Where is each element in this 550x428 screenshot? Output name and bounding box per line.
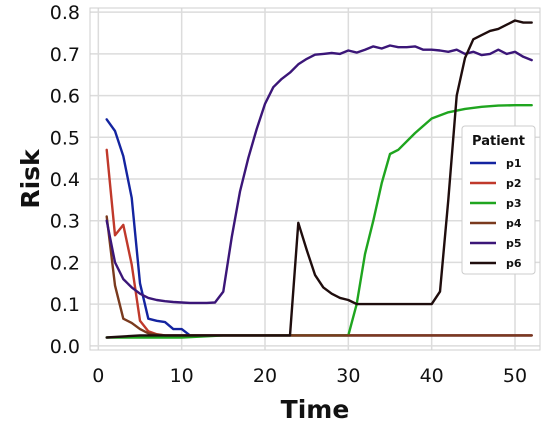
y-tick-label: 0.4 xyxy=(50,169,80,191)
y-tick-label: 0.2 xyxy=(50,252,80,274)
legend-label: p3 xyxy=(506,197,522,210)
plot-area-frame xyxy=(89,7,541,351)
legend-item-p4: p4 xyxy=(470,217,522,230)
y-tick-label: 0.5 xyxy=(50,127,80,149)
x-tick-labels: 0 10 20 30 40 50 xyxy=(92,365,527,387)
x-axis-title: Time xyxy=(281,395,350,424)
legend-label: p6 xyxy=(506,257,522,270)
y-tick-label: 0.6 xyxy=(50,86,80,108)
x-tick-label: 40 xyxy=(420,365,444,387)
x-tick-label: 20 xyxy=(253,365,277,387)
x-tick-label: 0 xyxy=(92,365,104,387)
legend-label: p2 xyxy=(506,177,522,190)
legend-item-p6: p6 xyxy=(470,257,522,270)
y-tick-label: 0.3 xyxy=(50,211,80,233)
y-tick-labels: 0.0 0.1 0.2 0.3 0.4 0.5 0.6 0.7 0.8 xyxy=(50,2,80,358)
legend-label: p1 xyxy=(506,157,522,170)
legend-items: p1 p2 p3 p4 p5 p6 xyxy=(470,157,522,270)
legend-label: p4 xyxy=(506,217,522,230)
legend-title: Patient xyxy=(472,134,525,149)
legend-label: p5 xyxy=(506,237,522,250)
legend-item-p5: p5 xyxy=(470,237,522,250)
y-tick-label: 0.1 xyxy=(50,294,80,316)
series-line-p5 xyxy=(105,44,533,305)
y-tick-label: 0.8 xyxy=(50,2,80,24)
y-tick-label: 0.0 xyxy=(50,336,80,358)
y-tick-label: 0.7 xyxy=(50,44,80,66)
y-axis-title: Risk xyxy=(16,148,45,209)
series-line-p6 xyxy=(105,19,533,339)
legend: Patient p1 p2 p3 p4 p5 p6 xyxy=(461,125,536,275)
x-tick-label: 50 xyxy=(503,365,527,387)
series-lines xyxy=(105,19,533,339)
legend-item-p3: p3 xyxy=(470,197,522,210)
legend-item-p2: p2 xyxy=(470,177,522,190)
x-tick-label: 30 xyxy=(336,365,360,387)
x-tick-label: 10 xyxy=(170,365,194,387)
legend-item-p1: p1 xyxy=(470,157,522,170)
